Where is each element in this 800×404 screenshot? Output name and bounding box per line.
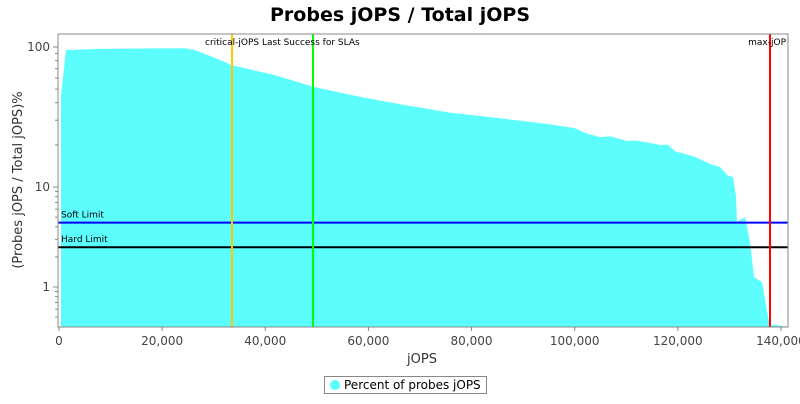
max-jops-label: max-jOP (748, 38, 786, 48)
legend-swatch (330, 380, 340, 390)
x-tick-label: 80,000 (451, 334, 493, 348)
chart-title: Probes jOPS / Total jOPS (270, 4, 530, 26)
vertical-marker-caption: critical-jOPS Last Success for SLAs (205, 38, 360, 48)
x-axis-label: jOPS (406, 352, 437, 367)
x-tick-label: 120,000 (653, 334, 703, 348)
y-tick-label: 100 (27, 40, 50, 54)
x-tick-label: 0 (55, 334, 63, 348)
y-axis-label: (Probes jOPS / Total jOPS)% (11, 91, 26, 268)
legend: Percent of probes jOPS (324, 376, 487, 394)
x-tick-label: 40,000 (244, 334, 286, 348)
x-tick-label: 100,000 (550, 334, 600, 348)
y-tick-label: 1 (42, 280, 50, 294)
x-tick-label: 140,000 (756, 334, 800, 348)
x-tick-label: 60,000 (347, 334, 389, 348)
x-tick-label: 20,000 (141, 334, 183, 348)
marker-label: Hard Limit (61, 235, 108, 245)
marker-label: Soft Limit (61, 211, 104, 221)
legend-label: Percent of probes jOPS (344, 378, 481, 392)
y-tick-label: 10 (35, 180, 50, 194)
